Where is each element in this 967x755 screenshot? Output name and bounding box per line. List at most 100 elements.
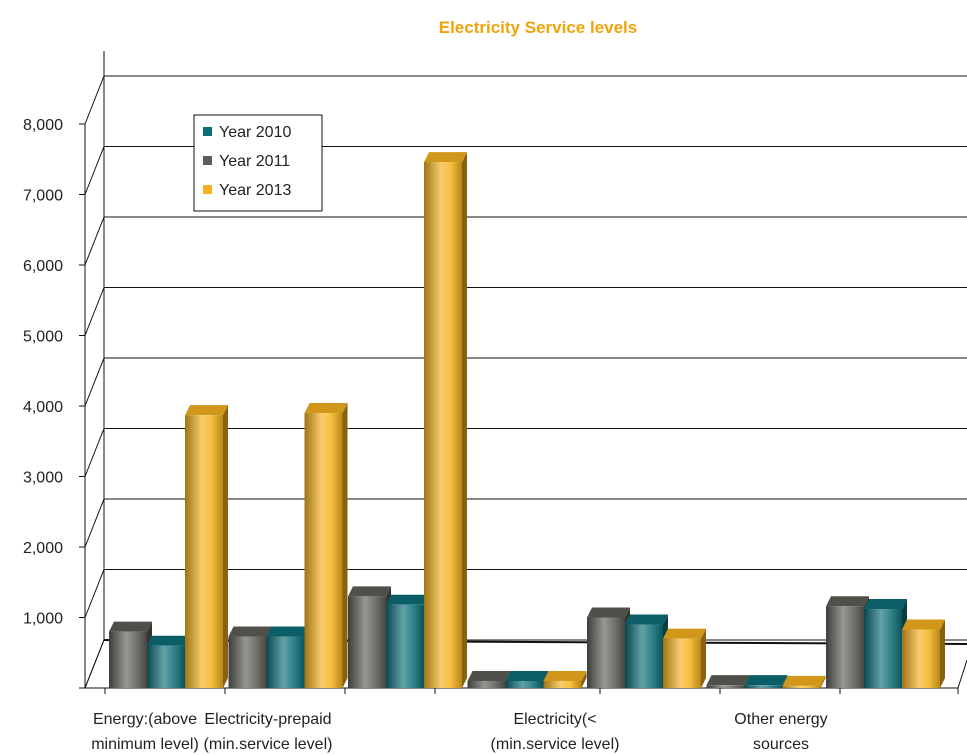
legend: Year 2010 Year 2011 Year 2013 bbox=[193, 114, 323, 212]
bar-front bbox=[304, 413, 343, 688]
x-tick-label: Energy:(above bbox=[93, 711, 197, 728]
bar-front bbox=[864, 609, 902, 688]
legend-swatch bbox=[203, 156, 212, 165]
bar bbox=[505, 670, 549, 688]
legend-swatch bbox=[203, 185, 212, 194]
bar bbox=[826, 596, 869, 688]
bar-top bbox=[147, 635, 190, 646]
bar bbox=[228, 626, 272, 688]
bar-top bbox=[424, 152, 467, 163]
y-tick-label: 4,000 bbox=[23, 399, 63, 416]
bar-side bbox=[940, 619, 945, 688]
x-tick-label: (min.service level) bbox=[204, 736, 333, 753]
gridline-diagonal bbox=[84, 75, 105, 125]
bar-front bbox=[185, 415, 223, 688]
y-tick-label: 2,000 bbox=[23, 540, 63, 557]
y-tick-label: 5,000 bbox=[23, 329, 63, 346]
x-tick-label: Electricity(< bbox=[513, 711, 596, 728]
bar-top bbox=[304, 403, 348, 414]
x-tick-label: Other energy bbox=[734, 711, 827, 728]
bar bbox=[902, 619, 945, 688]
legend-label: Year 2013 bbox=[219, 182, 291, 199]
y-tick-label: 1,000 bbox=[23, 611, 63, 628]
bar bbox=[744, 675, 788, 688]
bar-front bbox=[902, 629, 940, 688]
bar-top bbox=[826, 596, 869, 607]
bar bbox=[304, 403, 348, 688]
x-tick-label: minimum level) bbox=[91, 736, 199, 753]
bar-side bbox=[342, 403, 348, 688]
bar-top bbox=[348, 586, 391, 597]
bar-top bbox=[505, 670, 549, 681]
bar bbox=[625, 614, 668, 688]
bar-front bbox=[826, 606, 864, 688]
bar bbox=[663, 628, 706, 688]
bar-front bbox=[543, 680, 582, 688]
bars bbox=[109, 152, 945, 688]
floor-edge-right bbox=[957, 659, 967, 689]
bar-top bbox=[587, 607, 630, 618]
bar-front bbox=[706, 685, 745, 688]
bar-top bbox=[543, 670, 587, 681]
x-axis-labels: Energy:(above minimum level) Electricity-p… bbox=[91, 688, 959, 753]
bar-front bbox=[663, 638, 701, 688]
bar-top bbox=[228, 626, 272, 637]
bar bbox=[109, 621, 152, 688]
gridline-diagonal bbox=[84, 498, 105, 548]
gridline-diagonal bbox=[84, 216, 105, 266]
gridline-diagonal bbox=[84, 428, 105, 477]
bar-front bbox=[587, 617, 625, 688]
bar-top bbox=[625, 614, 668, 625]
bar-front bbox=[266, 636, 305, 688]
bar-front bbox=[386, 604, 424, 688]
legend-box bbox=[193, 114, 323, 212]
bar bbox=[587, 607, 630, 688]
gridline-diagonal bbox=[84, 146, 105, 195]
y-tick-label: 7,000 bbox=[23, 188, 63, 205]
bar bbox=[864, 599, 907, 688]
bar bbox=[266, 626, 310, 688]
bar-front bbox=[505, 680, 544, 688]
gridline-diagonal bbox=[84, 569, 105, 618]
bar-side bbox=[701, 628, 706, 688]
bar bbox=[467, 670, 511, 688]
bar bbox=[782, 675, 826, 688]
bar bbox=[147, 635, 190, 688]
bar-front bbox=[625, 624, 663, 688]
y-tick-label: 3,000 bbox=[23, 470, 63, 487]
x-tick-label: Electricity-prepaid bbox=[204, 711, 331, 728]
bar-side bbox=[581, 670, 587, 688]
bar bbox=[386, 594, 429, 688]
chart-title: Electricity Service levels bbox=[438, 18, 638, 37]
bar bbox=[706, 675, 750, 688]
y-tick-label: 8,000 bbox=[23, 117, 63, 134]
bar-top bbox=[902, 619, 945, 630]
x-tick-label: (min.service level) bbox=[491, 736, 620, 753]
bar bbox=[424, 152, 467, 688]
floor-edge bbox=[84, 639, 105, 689]
bar bbox=[543, 670, 587, 688]
bar-top bbox=[266, 626, 310, 637]
bar-top bbox=[185, 405, 228, 416]
x-tick-label: sources bbox=[753, 736, 809, 753]
bar-front bbox=[348, 596, 386, 688]
bar-top bbox=[782, 675, 826, 686]
bar-front bbox=[782, 685, 821, 688]
bar-side bbox=[462, 152, 467, 688]
bar-top bbox=[467, 670, 511, 681]
bar-top bbox=[864, 599, 907, 610]
bar bbox=[185, 405, 228, 688]
bar-front bbox=[467, 680, 506, 688]
bar-top bbox=[386, 594, 429, 605]
gridline-diagonal bbox=[84, 357, 105, 407]
legend-label: Year 2011 bbox=[219, 153, 290, 170]
bar-front bbox=[424, 162, 462, 688]
gridline-diagonal bbox=[84, 287, 105, 336]
bar-front bbox=[744, 685, 783, 688]
bar-side bbox=[223, 405, 228, 688]
bar-top bbox=[706, 675, 750, 686]
bar-front bbox=[109, 631, 147, 688]
bar-front bbox=[147, 645, 185, 688]
legend-swatch bbox=[203, 127, 212, 136]
